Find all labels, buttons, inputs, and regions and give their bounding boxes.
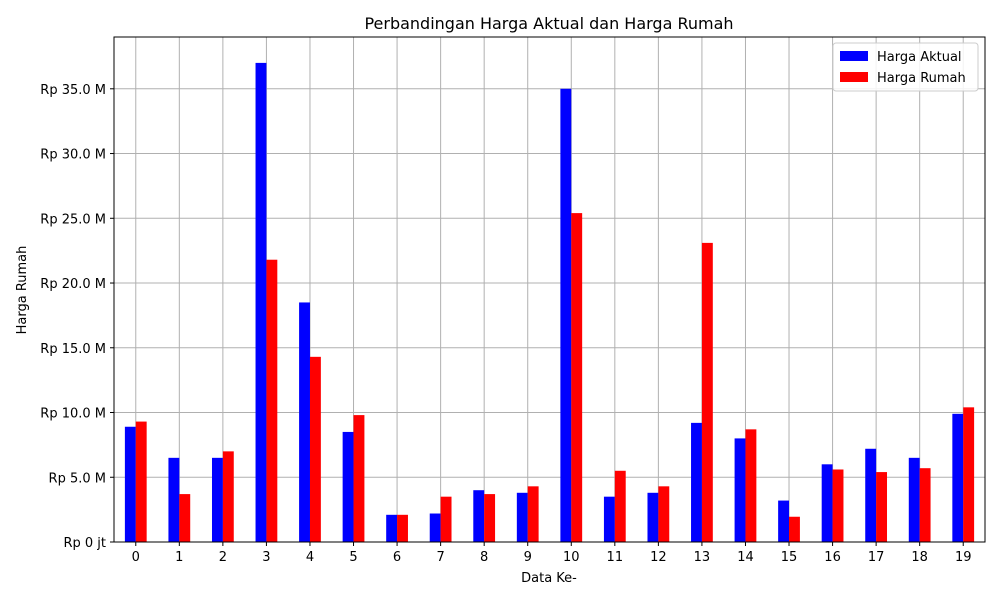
x-tick-label: 11 — [607, 550, 624, 565]
bar-harga-aktual-0 — [124, 426, 136, 542]
bar-harga-rumah-18 — [919, 468, 931, 542]
grid-lines — [114, 37, 985, 543]
bar-harga-aktual-11 — [603, 496, 615, 542]
bar-harga-aktual-1 — [168, 457, 180, 542]
x-tick-label: 18 — [911, 550, 928, 565]
x-tick-label: 1 — [175, 550, 183, 565]
x-tick-label: 3 — [262, 550, 270, 565]
chart-title: Perbandingan Harga Aktual dan Harga Ruma… — [364, 14, 733, 33]
x-tick-label: 13 — [694, 550, 711, 565]
x-tick-label: 15 — [781, 550, 798, 565]
bar-harga-rumah-14 — [745, 429, 757, 542]
bar-harga-aktual-5 — [342, 431, 354, 542]
legend-label-harga-aktual: Harga Aktual — [877, 50, 962, 65]
bar-harga-aktual-14 — [734, 438, 746, 542]
x-tick-label: 6 — [393, 550, 401, 565]
bar-harga-rumah-3 — [266, 259, 278, 542]
x-tick-label: 12 — [650, 550, 667, 565]
bar-harga-aktual-2 — [211, 457, 223, 542]
bar-harga-rumah-9 — [527, 486, 539, 542]
x-tick-label: 10 — [563, 550, 580, 565]
y-tick-label: Rp 30.0 M — [40, 148, 106, 163]
bar-harga-rumah-16 — [832, 469, 844, 542]
bar-harga-rumah-19 — [963, 407, 975, 542]
y-tick-label: Rp 0 jt — [63, 536, 106, 551]
x-tick-label: 19 — [955, 550, 972, 565]
bars — [124, 62, 975, 543]
bar-harga-aktual-18 — [908, 457, 920, 542]
bar-harga-rumah-17 — [876, 472, 888, 542]
x-tick-label: 5 — [349, 550, 357, 565]
bar-harga-rumah-1 — [179, 494, 191, 542]
bar-harga-aktual-17 — [865, 448, 877, 542]
plot-frame — [113, 36, 986, 543]
bar-harga-aktual-16 — [821, 464, 833, 542]
bar-harga-aktual-3 — [255, 62, 267, 543]
bar-harga-aktual-19 — [952, 413, 964, 542]
x-tick-label: 4 — [306, 550, 314, 565]
bar-harga-aktual-6 — [386, 514, 398, 542]
bar-harga-rumah-7 — [440, 496, 452, 542]
y-ticks: Rp 0 jt Rp 5.0 M Rp 10.0 M Rp 15.0 M Rp 20.0… — [40, 83, 114, 551]
y-axis-label: Harga Rumah — [15, 246, 30, 335]
bar-harga-aktual-13 — [691, 422, 702, 542]
bar-harga-aktual-4 — [299, 302, 310, 542]
bar-harga-aktual-10 — [560, 88, 572, 543]
bar-harga-aktual-12 — [647, 492, 659, 542]
bar-harga-rumah-2 — [222, 451, 234, 542]
legend-swatch-harga-aktual — [840, 51, 868, 61]
bar-harga-rumah-4 — [309, 356, 321, 542]
bar-harga-rumah-8 — [484, 494, 496, 542]
bar-harga-rumah-12 — [658, 486, 670, 542]
x-tick-label: 16 — [824, 550, 841, 565]
bar-harga-rumah-0 — [135, 421, 147, 542]
bar-harga-aktual-9 — [516, 492, 528, 542]
bar-harga-aktual-8 — [473, 490, 485, 542]
bar-harga-aktual-15 — [778, 500, 790, 542]
bar-harga-rumah-10 — [571, 213, 583, 542]
x-tick-label: 0 — [132, 550, 140, 565]
bar-harga-rumah-6 — [397, 514, 408, 542]
bar-harga-rumah-11 — [614, 470, 626, 542]
y-tick-label: Rp 15.0 M — [40, 342, 106, 357]
x-tick-label: 17 — [868, 550, 885, 565]
x-tick-label: 9 — [524, 550, 532, 565]
y-tick-label: Rp 5.0 M — [49, 471, 106, 486]
legend-swatch-harga-rumah — [840, 72, 868, 82]
y-tick-label: Rp 25.0 M — [40, 212, 106, 227]
y-tick-label: Rp 35.0 M — [40, 83, 106, 98]
x-tick-label: 14 — [737, 550, 754, 565]
legend: Harga Aktual Harga Rumah — [832, 42, 979, 92]
bar-harga-rumah-13 — [701, 242, 713, 542]
x-ticks: 0 1 2 3 4 5 6 7 8 9 10 11 12 13 14 15 16 17 18 19 — [132, 542, 972, 565]
bar-harga-aktual-7 — [429, 513, 441, 542]
bar-harga-rumah-5 — [353, 415, 365, 542]
x-tick-label: 7 — [436, 550, 444, 565]
x-axis-label: Data Ke- — [521, 571, 577, 586]
y-tick-label: Rp 10.0 M — [40, 407, 106, 422]
x-tick-label: 2 — [219, 550, 227, 565]
x-tick-label: 8 — [480, 550, 488, 565]
y-tick-label: Rp 20.0 M — [40, 277, 106, 292]
legend-label-harga-rumah: Harga Rumah — [877, 71, 966, 86]
bar-harga-rumah-15 — [789, 516, 800, 542]
legend-box — [832, 42, 979, 92]
